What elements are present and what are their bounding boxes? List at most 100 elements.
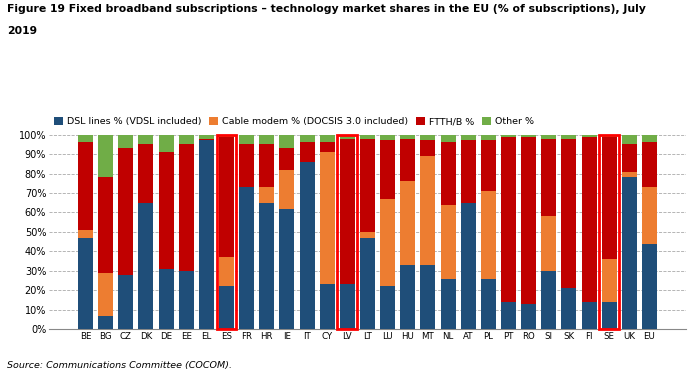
Text: 2019: 2019 <box>7 26 37 36</box>
Bar <box>340 138 355 284</box>
Bar <box>602 135 617 137</box>
Bar <box>239 144 254 187</box>
Bar <box>279 148 295 170</box>
Bar <box>461 141 476 203</box>
Bar <box>400 138 415 181</box>
Bar <box>440 279 456 329</box>
Bar <box>98 273 113 316</box>
Bar <box>279 209 295 329</box>
Bar <box>481 191 496 279</box>
Bar <box>642 142 657 187</box>
Bar <box>219 137 234 257</box>
Bar <box>602 302 617 329</box>
Bar <box>279 170 295 209</box>
Bar <box>320 135 335 142</box>
Bar <box>360 135 375 138</box>
Text: Source: Communications Committee (COCOM).: Source: Communications Committee (COCOM)… <box>7 361 232 370</box>
Bar <box>440 142 456 205</box>
Bar <box>199 138 214 141</box>
Bar <box>440 205 456 279</box>
Bar <box>622 177 637 329</box>
Bar <box>98 135 113 177</box>
Bar <box>380 199 395 286</box>
Bar <box>622 135 637 144</box>
Bar <box>602 137 617 259</box>
Bar <box>599 135 620 329</box>
Bar <box>380 135 395 141</box>
Bar <box>78 238 93 329</box>
Bar <box>501 137 516 302</box>
Bar <box>139 144 153 203</box>
Bar <box>400 135 415 138</box>
Legend: DSL lines % (VDSL included), Cable modem % (DOCSIS 3.0 included), FTTH/B %, Othe: DSL lines % (VDSL included), Cable modem… <box>54 117 534 126</box>
Bar <box>561 135 577 138</box>
Bar <box>340 284 355 329</box>
Bar <box>360 138 375 232</box>
Bar <box>78 230 93 238</box>
Bar <box>259 187 274 203</box>
Bar <box>561 288 577 329</box>
Bar <box>602 259 617 302</box>
Bar <box>219 286 234 329</box>
Bar <box>521 135 536 137</box>
Bar <box>561 138 577 288</box>
Bar <box>521 137 536 304</box>
Bar <box>78 135 93 142</box>
Bar <box>421 156 435 265</box>
Bar <box>98 316 113 329</box>
Bar <box>300 142 314 162</box>
Bar <box>481 279 496 329</box>
Bar <box>118 275 133 329</box>
Bar <box>199 141 214 329</box>
Bar <box>300 162 314 329</box>
Bar <box>239 135 254 144</box>
Text: Figure 19 Fixed broadband subscriptions – technology market shares in the EU (% : Figure 19 Fixed broadband subscriptions … <box>7 4 646 14</box>
Bar <box>521 304 536 329</box>
Bar <box>360 232 375 238</box>
Bar <box>501 302 516 329</box>
Bar <box>481 141 496 191</box>
Bar <box>622 144 637 172</box>
Bar <box>259 135 274 144</box>
Bar <box>158 152 174 269</box>
Bar <box>98 177 113 273</box>
Bar <box>501 135 516 137</box>
Bar <box>421 265 435 329</box>
Bar <box>541 271 556 329</box>
Bar <box>320 152 335 284</box>
Bar <box>541 216 556 271</box>
Bar <box>481 135 496 141</box>
Bar <box>461 203 476 329</box>
Bar <box>239 187 254 329</box>
Bar <box>279 135 295 148</box>
Bar <box>380 141 395 199</box>
Bar <box>158 135 174 152</box>
Bar <box>320 142 335 152</box>
Bar <box>582 135 596 137</box>
Bar <box>178 271 194 329</box>
Bar <box>642 243 657 329</box>
Bar <box>139 203 153 329</box>
Bar <box>400 181 415 265</box>
Bar <box>219 257 234 286</box>
Bar <box>118 135 133 148</box>
Bar <box>582 302 596 329</box>
Bar <box>259 144 274 187</box>
Bar <box>582 137 596 302</box>
Bar <box>421 135 435 141</box>
Bar <box>219 135 234 137</box>
Bar <box>158 269 174 329</box>
Bar <box>300 135 314 142</box>
Bar <box>541 138 556 216</box>
Bar <box>440 135 456 142</box>
Bar <box>139 135 153 144</box>
Bar <box>118 148 133 275</box>
Bar <box>400 265 415 329</box>
Bar <box>320 284 335 329</box>
Bar <box>360 238 375 329</box>
Bar <box>421 141 435 156</box>
Bar <box>340 135 355 138</box>
Bar <box>178 144 194 271</box>
Bar <box>541 135 556 138</box>
Bar <box>461 135 476 141</box>
